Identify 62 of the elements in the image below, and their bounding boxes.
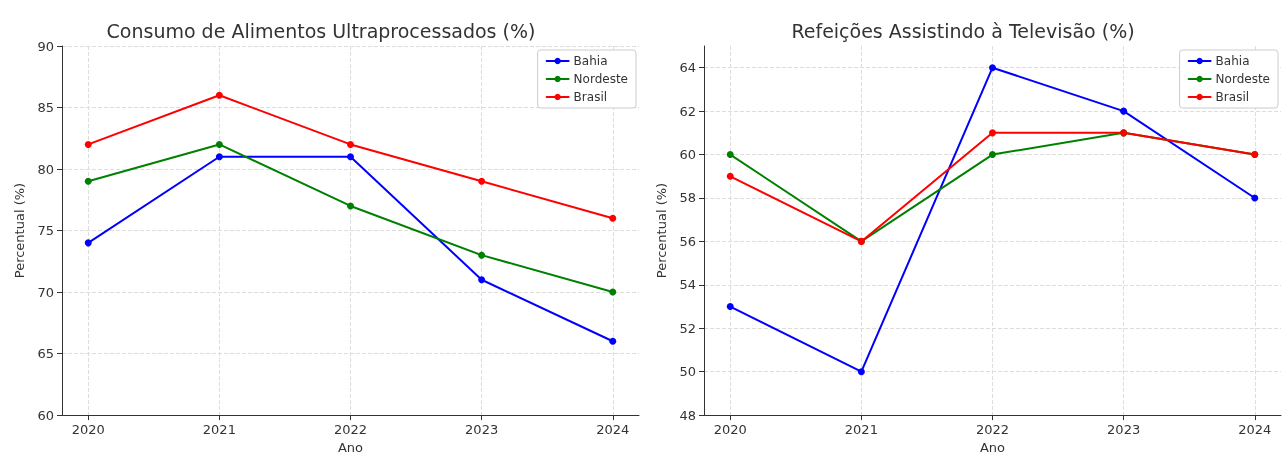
point [215,153,223,161]
point [478,276,486,284]
point [478,251,486,259]
y-tick-label: 58 [679,190,696,206]
y-tick-label: 60 [679,147,696,163]
legend-label: Nordeste [1215,72,1271,86]
point [347,202,354,210]
point [347,153,354,161]
y-tick-label: 75 [37,223,54,239]
point [609,288,617,296]
point [609,337,617,345]
point [84,177,92,185]
x-axis-title: Ano [979,440,1006,455]
y-tick-label: 54 [679,277,696,293]
x-tick-label: 2021 [844,422,878,438]
y-tick-label: 64 [679,60,696,76]
point [989,151,996,159]
y-tick-label: 50 [679,364,696,380]
x-tick-label: 2020 [71,422,105,438]
x-tick-label: 2024 [1238,422,1272,438]
y-tick-label: 56 [679,233,696,249]
y-tick-label: 80 [37,161,54,177]
point [1120,107,1128,115]
y-axis-title: Percentual (%) [654,182,669,279]
y-tick-label: 62 [679,103,696,119]
point [726,151,734,159]
x-tick-label: 2022 [333,422,368,438]
point [609,214,617,222]
chart-title: Consumo de Alimentos Ultraprocessados (%) [106,19,536,42]
point [1251,194,1259,202]
point [989,64,996,72]
legend-label: Brasil [573,90,608,104]
x-tick-label: 2023 [465,422,499,438]
legend-label: Bahia [573,54,608,68]
point [84,140,92,148]
chart-title: Refeições Assistindo à Televisão (%) [791,19,1135,42]
y-tick-label: 52 [679,320,696,336]
x-tick-label: 2021 [202,422,236,438]
x-tick-label: 2024 [596,422,630,438]
y-tick-label: 70 [37,284,54,300]
y-tick-label: 85 [37,100,54,116]
point [478,177,486,185]
y-tick-label: 65 [37,346,54,362]
legend-label: Brasil [1215,90,1250,104]
point [726,172,734,180]
x-tick-label: 2023 [1107,422,1141,438]
point [989,129,996,137]
y-tick-label: 60 [37,407,54,423]
point [726,303,734,311]
y-tick-label: 48 [679,407,696,423]
legend-label: Bahia [1215,54,1250,68]
point [857,368,865,376]
legend-label: Nordeste [573,72,629,86]
point [215,140,223,148]
y-tick-label: 90 [37,38,54,54]
point [347,140,354,148]
x-tick-label: 2022 [975,422,1010,438]
point [84,239,92,247]
y-axis-title: Percentual (%) [12,182,27,279]
point [215,91,223,99]
x-axis-title: Ano [337,440,364,455]
x-tick-label: 2020 [713,422,747,438]
